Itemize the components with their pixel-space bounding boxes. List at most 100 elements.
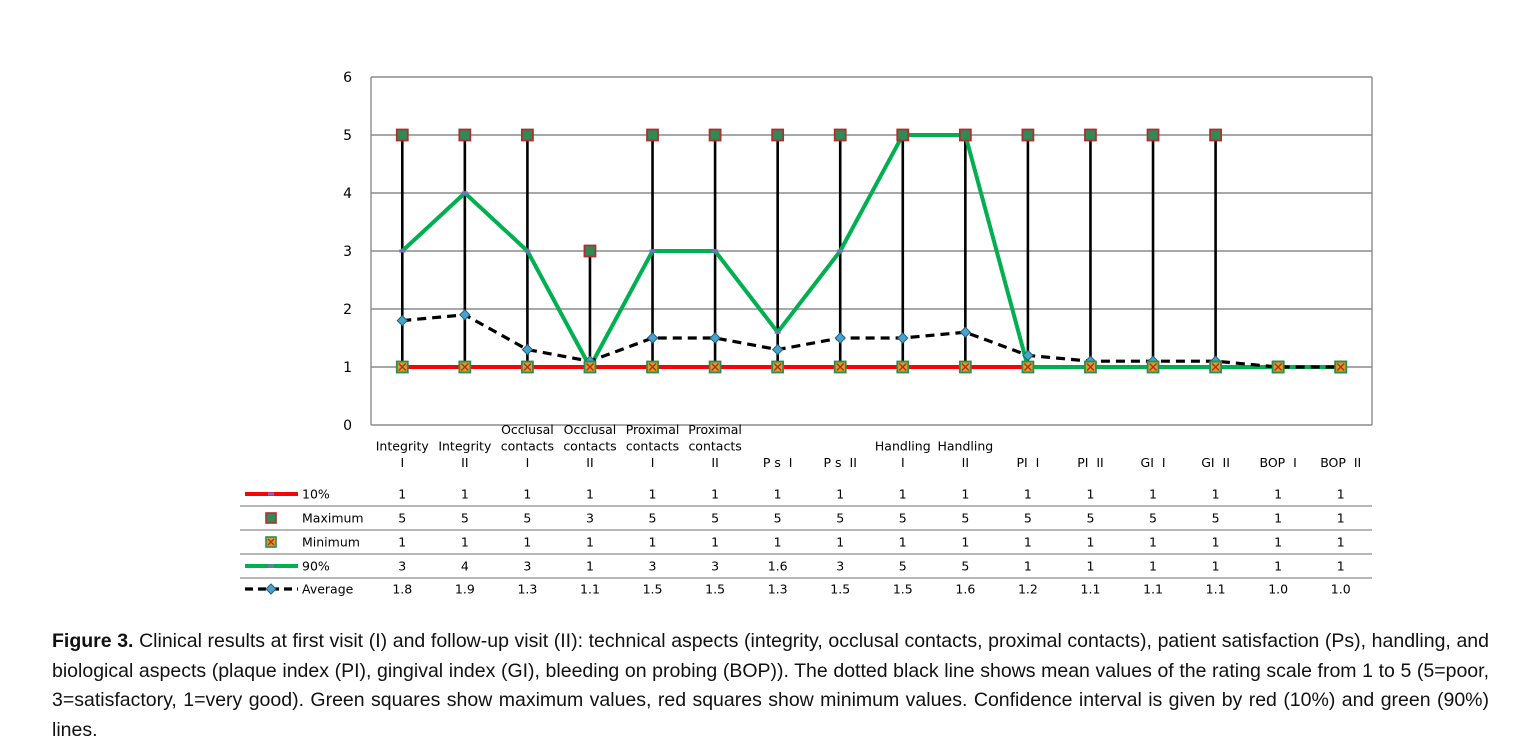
table-data-label: 1 [1337, 511, 1345, 526]
series-average-line [402, 313, 1341, 369]
table-data-label: 1 [649, 487, 657, 502]
legend-label: 10% [302, 487, 330, 502]
x-category-label: contacts [688, 439, 741, 454]
x-category-label: contacts [563, 439, 616, 454]
caption-text: Clinical results at first visit (I) and … [52, 630, 1489, 741]
table-data-label: 1 [586, 535, 594, 550]
caption-label: Figure 3. [52, 630, 134, 652]
point-90pct [649, 249, 656, 253]
point-90pct [712, 249, 719, 253]
table-data-label: 1.1 [580, 582, 600, 597]
point-90pct [399, 249, 406, 253]
table-data-label: 1 [1212, 559, 1220, 574]
table-data-label: 1 [523, 487, 531, 502]
legend-label: Minimum [302, 535, 360, 550]
point-minimum-cross [585, 362, 594, 372]
y-tick-label: 5 [343, 128, 352, 144]
table-data-label: 1 [1337, 559, 1345, 574]
x-category-label: contacts [626, 439, 679, 454]
y-tick-label: 4 [343, 186, 352, 202]
x-category-label: Proximal [688, 422, 742, 437]
table-data-label: 1 [836, 535, 844, 550]
point-minimum-cross [711, 362, 720, 372]
point-average [834, 332, 846, 344]
table-data-label: 5 [461, 511, 469, 526]
x-category-label: PI II [1077, 455, 1104, 470]
table-data-label: 1.6 [955, 582, 975, 597]
x-category-label: I [526, 455, 530, 470]
table-data-label: 1 [461, 535, 469, 550]
x-category-label: contacts [501, 439, 554, 454]
point-minimum-cross [1274, 362, 1283, 372]
point-maximum [1209, 128, 1222, 142]
point-minimum-cross [1023, 362, 1032, 372]
point-90pct [837, 249, 844, 253]
point-minimum-cross [398, 362, 407, 372]
point-maximum [1084, 128, 1097, 142]
point-minimum-cross [1336, 362, 1345, 372]
table-data-label: 5 [961, 511, 969, 526]
point-maximum [646, 128, 659, 142]
table-data-label: 1 [899, 487, 907, 502]
table-data-label: 1.2 [1018, 582, 1038, 597]
point-maximum [708, 128, 722, 142]
x-category-label: BOP II [1320, 455, 1361, 470]
x-category-label: I [651, 455, 655, 470]
table-data-label: 5 [961, 559, 969, 574]
table-data-label: 1 [1086, 535, 1094, 550]
x-category-label: Handling [875, 439, 931, 454]
table-data-label: 1.1 [1143, 582, 1163, 597]
point-maximum [395, 128, 409, 142]
x-category-label: Integrity [376, 439, 430, 454]
point-minimum-cross [648, 362, 657, 372]
table-data-label: 3 [523, 559, 531, 574]
x-category-label: II [711, 455, 718, 470]
table-data-label: 1.1 [1206, 582, 1226, 597]
table-data-label: 1 [1024, 535, 1032, 550]
x-category-label: Occlusal [501, 422, 554, 437]
series-90pct-line [400, 133, 1341, 369]
point-maximum [1146, 128, 1160, 142]
legend-key-marker [268, 564, 274, 568]
point-maximum [958, 128, 972, 142]
point-maximum [771, 128, 785, 142]
point-average [897, 332, 909, 344]
point-90pct [774, 330, 781, 334]
table-data-label: 1.9 [455, 582, 475, 597]
x-category-label: Integrity [438, 439, 492, 454]
table-data-label: 1.5 [705, 582, 725, 597]
table-data-label: 1 [1024, 559, 1032, 574]
table-data-label: 1 [586, 487, 594, 502]
table-data-label: 1 [961, 535, 969, 550]
table-data-label: 5 [398, 511, 406, 526]
table-data-label: 1 [1086, 559, 1094, 574]
table-data-label: 1 [398, 535, 406, 550]
legend-label: Average [302, 582, 354, 597]
table-data-label: 1.1 [1081, 582, 1101, 597]
point-minimum-cross [460, 362, 469, 372]
table-data-label: 3 [586, 511, 594, 526]
point-90pct [524, 249, 531, 253]
y-tick-label: 2 [343, 302, 352, 318]
point-minimum-cross [773, 362, 782, 372]
table-data-label: 5 [711, 511, 719, 526]
table-data-label: 1 [1274, 511, 1282, 526]
legend-label: 90% [302, 559, 330, 574]
x-category-label: Proximal [626, 422, 680, 437]
point-minimum-cross [523, 362, 532, 372]
table-data-label: 1.3 [768, 582, 788, 597]
table-data-label: 1 [711, 535, 719, 550]
x-category-label: II [461, 455, 468, 470]
table-data-label: 1 [1149, 487, 1157, 502]
table-data-label: 1 [774, 535, 782, 550]
figure-caption: Figure 3. Clinical results at first visi… [52, 627, 1489, 745]
x-category-label: Occlusal [564, 422, 617, 437]
point-maximum [1021, 128, 1035, 142]
x-category-label: I [901, 455, 905, 470]
point-average [709, 332, 721, 344]
table-data-label: 1 [461, 487, 469, 502]
point-average [1022, 349, 1034, 362]
y-tick-label: 6 [343, 70, 352, 86]
table-data-label: 1.5 [830, 582, 850, 597]
table-data-label: 1 [1024, 487, 1032, 502]
